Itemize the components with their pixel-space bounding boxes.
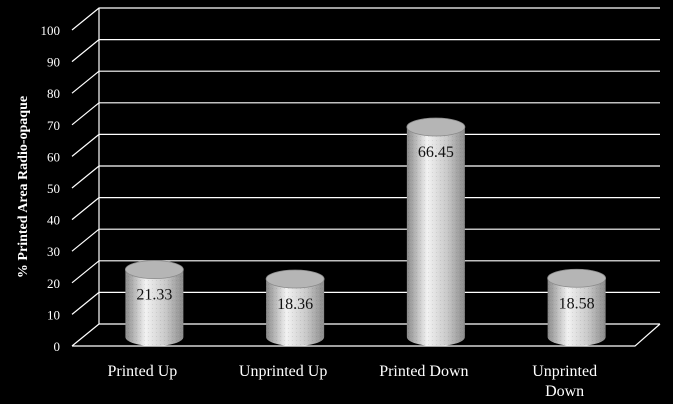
y-tick-label: 20 — [47, 276, 60, 291]
bars — [124, 117, 607, 347]
gridline — [71, 133, 660, 157]
x-category-label: Unprinted Up — [239, 363, 327, 380]
x-category-label: Printed Down — [379, 363, 468, 380]
bar-texture — [266, 278, 325, 347]
data-label: 66.45 — [418, 144, 454, 161]
data-label: 21.33 — [136, 287, 172, 304]
gridline — [71, 102, 660, 126]
bar-texture — [406, 127, 465, 347]
gridline — [71, 39, 660, 63]
y-tick-label: 0 — [54, 339, 61, 354]
y-tick-label: 50 — [47, 181, 60, 196]
y-axis-title: % Printed Area Radio-opaque — [16, 96, 31, 278]
data-label: 18.36 — [277, 296, 313, 313]
y-tick-labels: 0 10 20 30 40 50 60 70 80 90 100 — [41, 23, 61, 354]
x-category-label: Unprinted Down — [532, 363, 597, 400]
y-tick-label: 90 — [47, 55, 60, 70]
y-tick-label: 80 — [47, 86, 60, 101]
bar — [406, 117, 466, 347]
y-tick-label: 40 — [47, 213, 60, 228]
gridline — [71, 7, 660, 31]
bar — [265, 269, 325, 347]
y-tick-label: 10 — [47, 307, 60, 322]
y-tick-label: 30 — [47, 244, 60, 259]
gridline — [71, 70, 660, 94]
data-label: 18.58 — [559, 295, 595, 312]
bar-top — [265, 269, 325, 289]
bar-texture — [547, 278, 606, 347]
bar-top — [406, 117, 466, 137]
gridline — [71, 228, 660, 252]
floor-front-edge — [72, 323, 661, 347]
gridlines — [71, 7, 661, 347]
bar — [547, 268, 607, 347]
gridline — [71, 197, 660, 221]
gridline — [71, 165, 660, 189]
x-category-label: Printed Up — [107, 363, 177, 380]
x-category-labels: Printed Up Unprinted Up Printed Down Unprin… — [107, 363, 597, 400]
bar-texture — [125, 269, 184, 347]
y-tick-label: 70 — [47, 118, 60, 133]
y-tick-label: 100 — [41, 23, 61, 38]
bar-top — [547, 268, 607, 288]
y-tick-label: 60 — [47, 149, 60, 164]
bar-top — [124, 260, 184, 279]
data-labels: 21.33 18.36 66.45 18.58 — [136, 144, 594, 313]
bar — [124, 260, 184, 347]
